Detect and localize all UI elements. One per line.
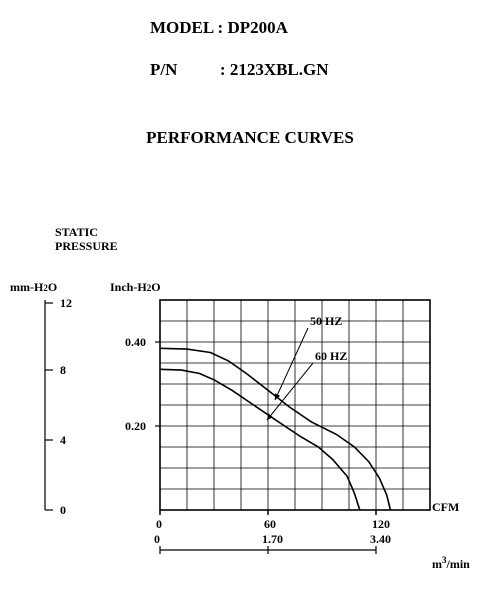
svg-text:60 HZ: 60 HZ — [315, 349, 347, 363]
mm-tick-12: 12 — [60, 296, 72, 311]
cfm-tick-60: 60 — [264, 517, 276, 532]
chart-svg: 50 HZ 60 HZ — [0, 0, 500, 614]
inch-tick-0.2: 0.20 — [125, 419, 146, 434]
cfm-tick-0: 0 — [156, 517, 162, 532]
mm-tick-8: 8 — [60, 363, 66, 378]
m3min-tick-2: 3.40 — [370, 532, 391, 547]
inch-tick-0.4: 0.40 — [125, 335, 146, 350]
m3min-tick-0: 0 — [154, 532, 160, 547]
svg-text:50 HZ: 50 HZ — [310, 314, 342, 328]
cfm-tick-120: 120 — [372, 517, 390, 532]
m3min-tick-1: 1.70 — [262, 532, 283, 547]
mm-tick-0: 0 — [60, 503, 66, 518]
mm-tick-4: 4 — [60, 433, 66, 448]
